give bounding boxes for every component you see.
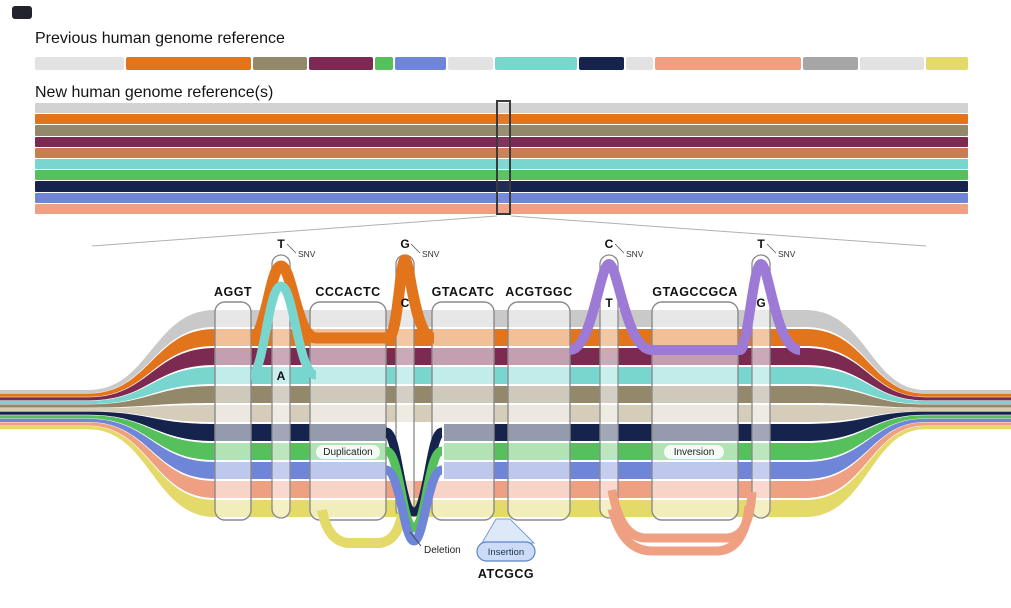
variant-annotations: Duplication Inversion Deletion Insertion… [316, 445, 724, 581]
haplotype-row [35, 192, 968, 203]
reference-segment [495, 57, 577, 70]
sequence-nodes [214, 254, 771, 521]
snv-allele-top: T [757, 237, 765, 251]
reference-segment [252, 57, 308, 70]
haplotype-row [35, 203, 968, 215]
sequence-node-label: GTAGCCGCA [652, 285, 738, 299]
previous-reference-label: Previous human genome reference [35, 30, 285, 47]
snv-node [751, 254, 771, 519]
deletion-leader-line [409, 531, 422, 547]
haplotype-ribbons [0, 310, 1011, 517]
snv-tag-label: SNV [626, 249, 644, 259]
deletion-dip-blue [383, 465, 445, 546]
reference-segment [578, 57, 624, 70]
haplotype-row [35, 181, 968, 192]
reference-segment [447, 57, 494, 70]
reference-segment [394, 57, 446, 70]
snv-allele-bottom: T [605, 296, 613, 310]
inversion-loop-inner [607, 505, 754, 556]
haplotype-row [35, 103, 968, 114]
duplication-label-bg [316, 445, 380, 459]
deletion-dip-navy [383, 427, 445, 517]
snv-allele-bottom: A [277, 369, 286, 383]
previous-reference-bar [35, 57, 968, 70]
haplotype-row [35, 114, 968, 125]
sequence-labels: AGGT CCCACTC GTACATC ACGTGGC GTAGCCGCA T A SNV G… [214, 237, 796, 383]
sequence-node-label: ACGTGGC [505, 285, 572, 299]
sequence-node [507, 301, 571, 521]
reference-segment [126, 57, 251, 70]
sequence-node [651, 301, 739, 521]
insertion-badge [476, 541, 536, 562]
sequence-node-label: AGGT [214, 285, 252, 299]
haplotype-row [35, 159, 968, 170]
reference-segment [860, 57, 925, 70]
duplication-label: Duplication [323, 447, 372, 458]
sequence-node [309, 301, 387, 521]
variant-ribbons [248, 254, 802, 556]
haplotype-row [35, 136, 968, 147]
snv-node [271, 254, 291, 519]
reference-segment [625, 57, 653, 70]
haplotype-ribbon [0, 310, 1011, 394]
snv-leader-line [614, 243, 625, 254]
new-reference-rows [35, 103, 968, 215]
variant-detail-diagram: AGGT CCCACTC GTACATC ACGTGGC GTAGCCGCA T A SNV G… [0, 237, 1011, 581]
sequence-node-label: CCCACTC [315, 285, 380, 299]
reference-segment [35, 57, 125, 70]
duplication-loop [317, 508, 408, 548]
reference-segment [802, 57, 859, 70]
snv-allele-top: T [277, 237, 285, 251]
snv-tag-label: SNV [778, 249, 796, 259]
snv-arc-teal [248, 281, 318, 380]
snv-leader-line [410, 243, 421, 254]
snv-allele-top: C [605, 237, 614, 251]
insertion-funnel [481, 518, 536, 544]
snv-leader-line [766, 243, 777, 254]
inversion-label-bg [664, 445, 724, 459]
insertion-label: Insertion [488, 547, 524, 558]
reference-segment [654, 57, 801, 70]
snv-allele-top: G [400, 237, 409, 251]
deletion-label: Deletion [424, 545, 461, 556]
haplotype-row [35, 147, 968, 159]
reference-segment [309, 57, 374, 70]
snv-allele-bottom: C [401, 296, 410, 310]
sequence-node [431, 301, 495, 521]
reference-segment [926, 57, 968, 70]
snv-tag-label: SNV [298, 249, 316, 259]
snv-node [599, 254, 619, 519]
haplotype-row [35, 125, 968, 136]
insertion-sequence-label: ATCGCG [478, 567, 534, 581]
snv-leader-line [286, 243, 297, 254]
haplotype-row [35, 170, 968, 181]
inversion-label: Inversion [674, 447, 715, 458]
zoom-region-box [496, 100, 511, 215]
haplotype-ribbon [0, 422, 1011, 498]
snv-arc-orange [248, 254, 436, 344]
snv-tag-label: SNV [422, 249, 440, 259]
site-logo [12, 6, 32, 19]
snv-allele-bottom: G [756, 296, 765, 310]
reference-segment [375, 57, 393, 70]
sequence-node-label: GTACATC [432, 285, 495, 299]
sequence-node [214, 301, 252, 521]
new-reference-label: New human genome reference(s) [35, 84, 274, 101]
deletion-dip-green [383, 446, 445, 533]
snv-arc-purple [568, 258, 802, 355]
